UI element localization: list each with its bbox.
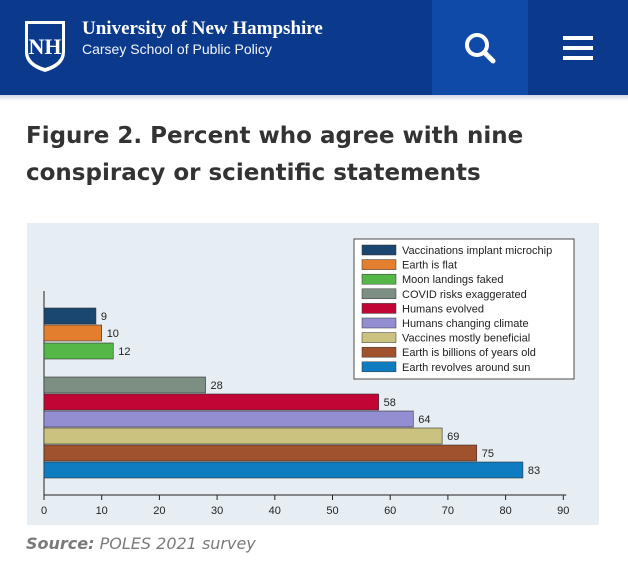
legend-label: Moon landings faked	[402, 274, 504, 286]
x-tick-label: 40	[269, 505, 281, 517]
x-tick-label: 50	[326, 505, 338, 517]
x-tick-label: 70	[442, 505, 454, 517]
bar-value-label: 28	[211, 380, 223, 392]
bar-value-label: 12	[118, 346, 130, 358]
bar-value-label: 83	[528, 465, 540, 477]
bar-value-label: 58	[384, 397, 396, 409]
brand[interactable]: NH University of New Hampshire Carsey Sc…	[22, 18, 323, 74]
legend-swatch	[361, 273, 397, 285]
legend-label: Earth is flat	[402, 260, 457, 272]
bar-value-label: 10	[107, 328, 119, 340]
legend-swatch	[361, 259, 397, 270]
bar-3	[43, 376, 206, 394]
bar-0	[43, 307, 97, 325]
bar-value-label: 69	[447, 431, 459, 443]
brand-text: University of New Hampshire Carsey Schoo…	[82, 18, 323, 58]
legend-label: Humans changing climate	[402, 318, 529, 330]
search-icon	[465, 32, 496, 63]
top-navigation-bar: NH University of New Hampshire Carsey Sc…	[0, 0, 628, 95]
bar-8	[43, 461, 524, 479]
bar-4	[43, 393, 379, 411]
unh-shield-logo: NH	[25, 21, 65, 72]
source-text: POLES 2021 survey	[99, 534, 256, 553]
legend-label: Earth is billions of years old	[402, 347, 536, 359]
hamburger-menu-icon	[563, 35, 593, 60]
x-tick-label: 60	[384, 505, 396, 517]
bar-1	[43, 324, 103, 342]
legend-swatch	[361, 244, 397, 256]
figure-title: Figure 2. Percent who agree with nine co…	[26, 123, 524, 186]
legend-label: Vaccines mostly beneficial	[402, 333, 530, 345]
legend-swatch	[361, 317, 397, 329]
bar-6	[43, 427, 443, 445]
legend-label: Humans evolved	[402, 303, 484, 315]
legend-label: COVID risks exaggerated	[402, 289, 527, 301]
menu-button[interactable]	[528, 0, 628, 95]
x-tick-label: 90	[557, 505, 569, 517]
bar-chart: 0 10 20 30 40 50 60 70 80 9091012285864697583Vacc…	[41, 238, 575, 517]
x-tick-label: 80	[499, 505, 511, 517]
bar-value-label: 9	[101, 311, 107, 323]
search-button[interactable]	[432, 0, 528, 95]
legend-label: Vaccinations implant microchip	[402, 245, 552, 257]
x-tick-label: 0	[41, 505, 47, 517]
chart-container: 0 10 20 30 40 50 60 70 80 90 9 10 12 28 58 64 69 75 83 Vacc…	[27, 223, 599, 525]
legend-swatch	[361, 346, 397, 358]
school-name: Carsey School of Public Policy	[82, 41, 272, 57]
x-tick-label: 20	[153, 505, 165, 517]
legend-label: Earth revolves around sun	[402, 362, 530, 374]
bar-5	[43, 410, 414, 428]
legend-swatch	[361, 361, 397, 373]
source-label: Source:	[26, 534, 95, 553]
x-tick-label: 10	[96, 505, 108, 517]
bar-7	[43, 444, 478, 462]
legend-swatch	[361, 288, 397, 300]
university-name: University of New Hampshire	[82, 18, 323, 39]
logo-initials: NH	[29, 34, 62, 59]
legend-swatch	[361, 303, 397, 314]
legend-swatch	[361, 332, 397, 343]
header-shadow	[0, 95, 628, 101]
bar-2	[43, 342, 114, 360]
x-tick-label: 30	[211, 505, 223, 517]
figure-source: Source: POLES 2021 survey	[26, 534, 256, 553]
bar-value-label: 75	[482, 448, 494, 460]
bar-value-label: 64	[418, 414, 430, 426]
